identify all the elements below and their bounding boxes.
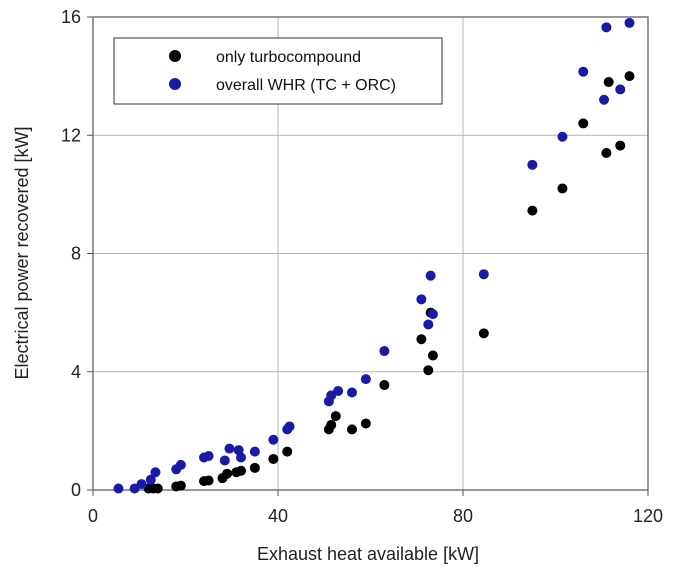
legend-marker-overall-whr — [169, 78, 181, 90]
turbocompound-point — [416, 334, 427, 345]
turbocompound-point — [379, 380, 390, 391]
y-tick-label: 12 — [61, 125, 81, 145]
turbocompound-point — [603, 77, 614, 88]
turbocompound-point — [282, 446, 293, 457]
turbocompound-point — [326, 419, 337, 430]
turbocompound-point — [624, 71, 635, 82]
y-tick-label: 16 — [61, 7, 81, 27]
turbocompound-point — [249, 462, 260, 473]
y-tick-label: 8 — [71, 244, 81, 264]
turbocompound-point — [427, 350, 438, 361]
turbocompound-point — [152, 483, 163, 494]
overall-whr-point — [219, 455, 230, 466]
data-points — [113, 17, 635, 494]
turbocompound-point — [527, 205, 538, 216]
x-tick-label: 120 — [633, 506, 663, 526]
turbocompound-point — [601, 147, 612, 158]
overall-whr-point — [145, 474, 156, 485]
overall-whr-point — [599, 94, 610, 105]
turbocompound-point — [423, 365, 434, 376]
overall-whr-point — [113, 483, 124, 494]
turbocompound-point — [615, 140, 626, 151]
overall-whr-point — [236, 452, 246, 463]
overall-whr-point — [427, 309, 438, 320]
legend-marker-turbocompound — [169, 50, 181, 62]
overall-whr-point — [601, 22, 612, 33]
overall-whr-point — [423, 319, 434, 330]
turbocompound-point — [578, 118, 589, 129]
legend-box — [113, 37, 443, 105]
y-tick-label: 0 — [71, 480, 81, 500]
overall-whr-point — [150, 467, 161, 478]
series-0 — [143, 71, 635, 494]
x-tick-label: 40 — [268, 506, 288, 526]
overall-whr-point — [249, 446, 260, 457]
y-tick-label: 4 — [71, 362, 81, 382]
turbocompound-point — [557, 183, 568, 194]
turbocompound-point — [175, 480, 186, 491]
legend: only turbocompound overall WHR (TC + ORC… — [113, 37, 443, 105]
overall-whr-point — [578, 66, 589, 77]
x-tick-label: 80 — [453, 506, 473, 526]
overall-whr-point — [478, 269, 489, 280]
overall-whr-point — [416, 294, 427, 305]
legend-label-overall-whr: overall WHR (TC + ORC) — [216, 77, 396, 94]
turbocompound-point — [478, 328, 489, 339]
turbocompound-point — [203, 475, 214, 486]
x-tick-label: 0 — [88, 506, 98, 526]
overall-whr-point — [527, 159, 538, 170]
legend-label-turbocompound: only turbocompound — [216, 49, 361, 66]
overall-whr-point — [557, 131, 568, 142]
overall-whr-point — [615, 84, 626, 95]
overall-whr-point — [624, 17, 635, 28]
turbocompound-point — [236, 465, 246, 476]
series-1 — [113, 17, 635, 494]
x-axis-label: Exhaust heat available [kW] — [257, 544, 479, 564]
turbocompound-point — [347, 424, 357, 435]
turbocompound-point — [222, 468, 233, 479]
overall-whr-point — [379, 346, 390, 357]
turbocompound-point — [360, 418, 371, 429]
grid-lines — [93, 17, 648, 490]
overall-whr-point — [333, 385, 344, 396]
overall-whr-point — [360, 374, 371, 385]
overall-whr-point — [136, 479, 147, 490]
turbocompound-point — [330, 411, 341, 422]
turbocompound-point — [268, 453, 279, 464]
overall-whr-point — [347, 387, 357, 398]
overall-whr-point — [268, 434, 279, 445]
y-axis-label: Electrical power recovered [kW] — [12, 126, 32, 379]
overall-whr-point — [175, 459, 186, 470]
overall-whr-point — [203, 451, 214, 462]
overall-whr-point — [224, 443, 235, 454]
axis-ticks: 0 40 80 120 0 4 8 12 16 — [61, 7, 663, 526]
overall-whr-point — [425, 270, 436, 281]
overall-whr-point — [284, 421, 295, 432]
